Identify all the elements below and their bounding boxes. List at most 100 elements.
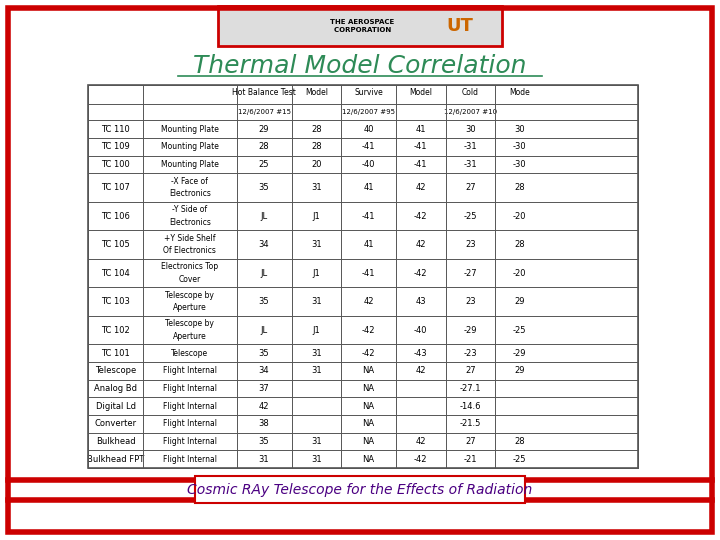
Text: Cover: Cover [179,275,201,284]
Text: -41: -41 [361,143,375,151]
Text: -X Face of: -X Face of [171,177,208,186]
Text: -23: -23 [464,349,477,357]
Text: -30: -30 [513,160,526,169]
Text: 31: 31 [311,437,322,446]
Text: Telescope by: Telescope by [166,291,214,300]
Text: Bulkhead: Bulkhead [96,437,135,446]
Text: -42: -42 [361,326,375,335]
Text: Model: Model [305,88,328,97]
Text: -20: -20 [513,268,526,278]
Text: -43: -43 [414,349,428,357]
Text: TC 104: TC 104 [101,268,130,278]
Text: -40: -40 [414,326,428,335]
Text: Cold: Cold [462,88,479,97]
Text: Cosmic RAy Telescope for the Effects of Radiation: Cosmic RAy Telescope for the Effects of … [187,483,533,497]
Text: NA: NA [362,455,374,464]
Text: 34: 34 [258,240,269,249]
Text: 42: 42 [415,240,426,249]
Text: -41: -41 [414,143,428,151]
Text: 20: 20 [311,160,322,169]
Text: Converter: Converter [94,420,137,428]
Text: NA: NA [362,367,374,375]
Text: -31: -31 [464,160,477,169]
Text: 31: 31 [311,240,322,249]
Text: TC 102: TC 102 [101,326,130,335]
Text: Flight Internal: Flight Internal [163,437,217,446]
Text: -42: -42 [361,349,375,357]
Text: Electronics: Electronics [168,190,211,198]
Text: Flight Internal: Flight Internal [163,367,217,375]
Text: -41: -41 [361,268,375,278]
Text: TC 101: TC 101 [101,349,130,357]
Text: Mounting Plate: Mounting Plate [161,143,219,151]
Text: 38: 38 [258,420,269,428]
Text: TC 105: TC 105 [101,240,130,249]
Text: -20: -20 [513,212,526,220]
Text: -27.1: -27.1 [459,384,481,393]
Text: -Y Side of: -Y Side of [172,205,207,214]
Text: TC 110: TC 110 [101,125,130,133]
Text: Flight Internal: Flight Internal [163,402,217,411]
Text: Telescope: Telescope [171,349,208,357]
Text: Flight Internal: Flight Internal [163,455,217,464]
Text: JL: JL [261,268,268,278]
Text: Telescope: Telescope [95,367,136,375]
Text: -25: -25 [513,455,526,464]
Text: -29: -29 [464,326,477,335]
Text: 35: 35 [258,183,269,192]
Text: Flight Internal: Flight Internal [163,384,217,393]
Bar [195,476,525,503]
Text: -27: -27 [464,268,477,278]
Text: -41: -41 [414,160,428,169]
Text: TC 107: TC 107 [101,183,130,192]
Text: 12/6/2007 #10: 12/6/2007 #10 [444,109,497,115]
Text: 28: 28 [514,183,525,192]
Text: 29: 29 [515,297,525,306]
Text: JL: JL [261,212,268,220]
Text: 43: 43 [415,297,426,306]
Text: 31: 31 [311,183,322,192]
Text: NA: NA [362,437,374,446]
Text: -21.5: -21.5 [459,420,481,428]
Text: 28: 28 [311,143,322,151]
Text: 37: 37 [258,384,269,393]
Text: 35: 35 [258,437,269,446]
Text: -30: -30 [513,143,526,151]
Text: 40: 40 [364,125,374,133]
Text: -25: -25 [513,326,526,335]
Text: J1: J1 [312,268,320,278]
Text: Thermal Model Correlation: Thermal Model Correlation [193,54,527,78]
Text: 25: 25 [258,160,269,169]
Text: NA: NA [362,402,374,411]
Text: 41: 41 [364,240,374,249]
Text: 31: 31 [311,297,322,306]
Text: NA: NA [362,420,374,428]
Text: Analog Bd: Analog Bd [94,384,137,393]
Text: 28: 28 [311,125,322,133]
Text: 23: 23 [465,297,476,306]
Text: +Y Side Shelf: +Y Side Shelf [164,234,215,243]
Text: 28: 28 [258,143,269,151]
Text: -21: -21 [464,455,477,464]
Text: -41: -41 [361,212,375,220]
Text: 35: 35 [258,349,269,357]
Text: 23: 23 [465,240,476,249]
Text: Electronics Top: Electronics Top [161,262,218,271]
Text: Aperture: Aperture [173,332,207,341]
Text: Model: Model [409,88,432,97]
Text: TC 109: TC 109 [101,143,130,151]
Bar [88,85,638,468]
Text: -29: -29 [513,349,526,357]
Text: 41: 41 [415,125,426,133]
Text: Bulkhead FPT: Bulkhead FPT [87,455,144,464]
Text: Hot Balance Test: Hot Balance Test [232,88,296,97]
Text: Aperture: Aperture [173,303,207,313]
Text: -14.6: -14.6 [459,402,481,411]
Text: 31: 31 [311,349,322,357]
Text: -42: -42 [414,268,428,278]
Text: 42: 42 [415,437,426,446]
Text: Mounting Plate: Mounting Plate [161,160,219,169]
Text: 42: 42 [258,402,269,411]
Text: Of Electronics: Of Electronics [163,246,216,255]
Text: J1: J1 [312,326,320,335]
